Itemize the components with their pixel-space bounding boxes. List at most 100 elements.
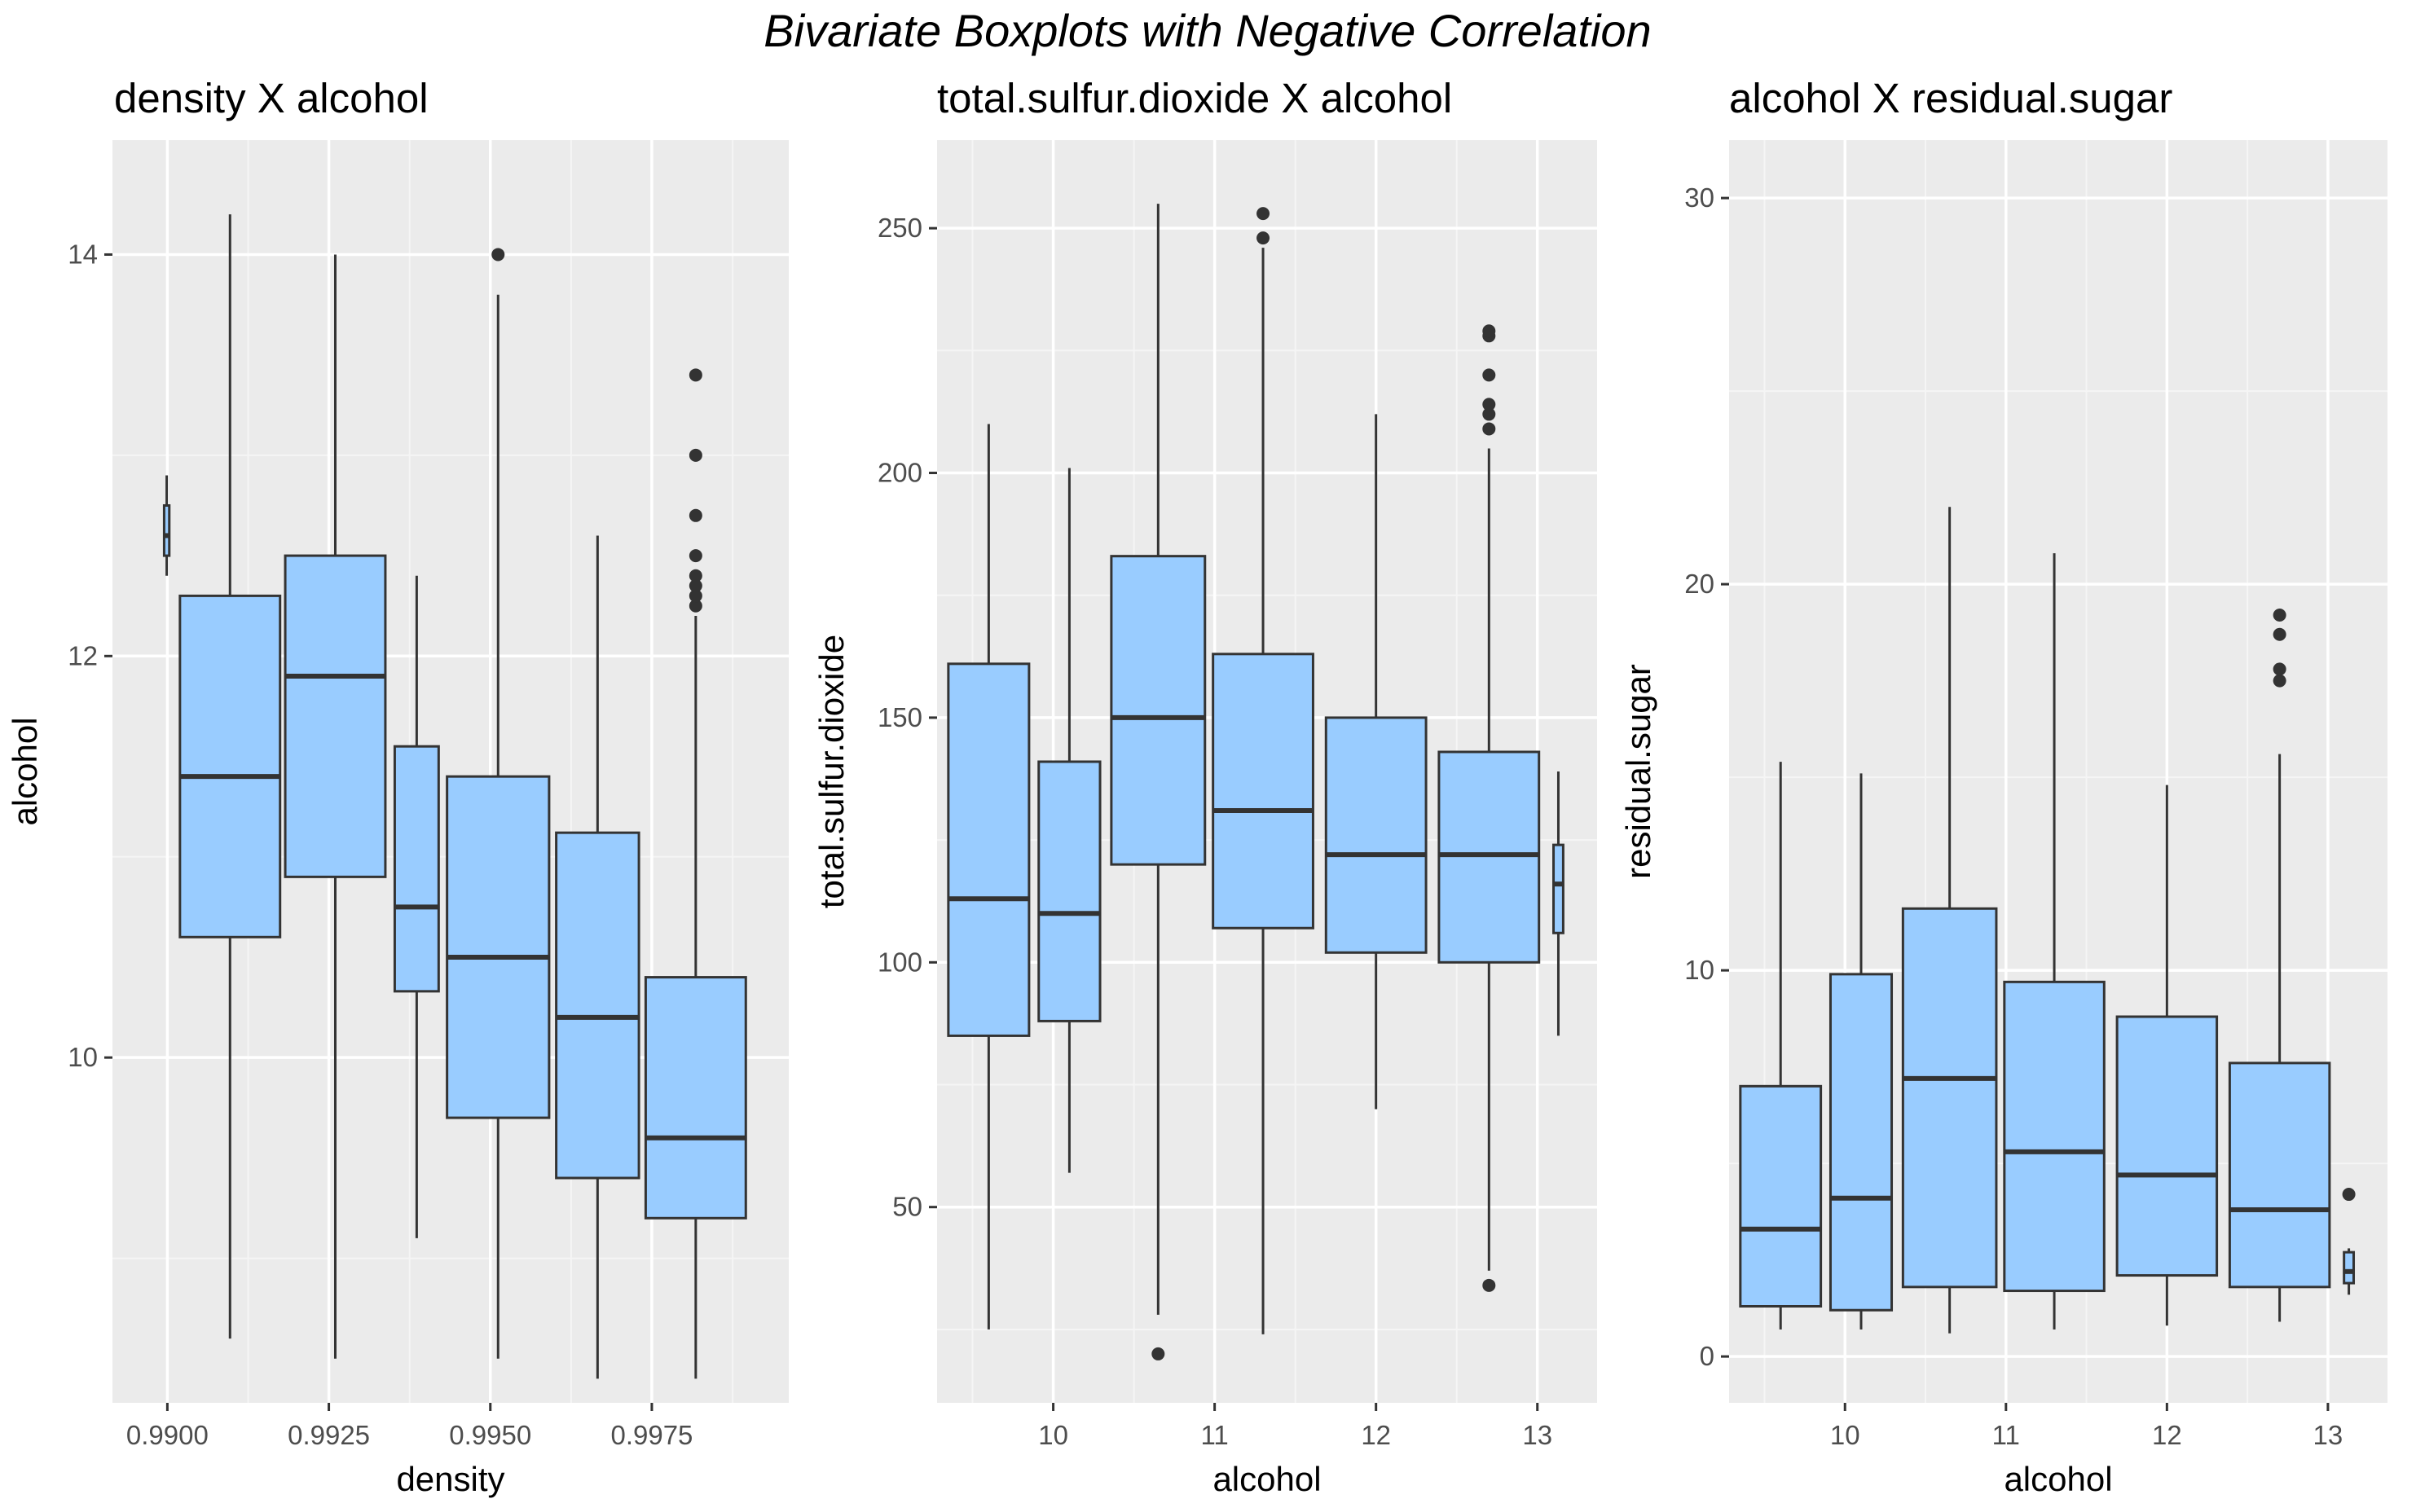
outlier-point — [689, 448, 702, 462]
box-7 — [1552, 771, 1564, 1036]
x-tick-label: 11 — [1992, 1420, 2020, 1450]
outlier-point — [1482, 1278, 1496, 1292]
outlier-point — [1482, 422, 1496, 436]
outlier-point — [689, 508, 702, 522]
x-tick-label: 13 — [1522, 1420, 1552, 1450]
figure-title: Bivariate Boxplots with Negative Correla… — [764, 5, 1651, 56]
panel-1: 10 12 14 0.9900 0.9925 0.9950 0.9975 density X … — [6, 75, 789, 1498]
y-axis-label: total.sulfur.dioxide — [812, 635, 851, 908]
x-tick-label: 10 — [1830, 1420, 1860, 1450]
outlier-point — [1482, 368, 1496, 382]
box-4 — [1212, 207, 1314, 1334]
box-2 — [178, 214, 282, 1339]
box-iqr — [1437, 750, 1541, 964]
box-5 — [446, 248, 551, 1359]
outlier-point — [1256, 231, 1270, 245]
y-axis-label: residual.sugar — [1619, 664, 1657, 879]
x-tick-label: 11 — [1201, 1420, 1229, 1450]
box-iqr — [555, 831, 640, 1180]
box-iqr — [2228, 1061, 2331, 1289]
box-6 — [2228, 609, 2331, 1322]
y-tick-label: 200 — [878, 458, 922, 488]
box-5 — [1324, 414, 1428, 1110]
x-tick-label: 12 — [2152, 1420, 2182, 1450]
outlier-point — [491, 248, 505, 262]
box-7 — [644, 368, 747, 1379]
box-1 — [947, 424, 1031, 1330]
box-iqr — [1739, 1084, 1823, 1308]
y-tick-label: 14 — [68, 239, 98, 269]
box-6 — [1437, 324, 1541, 1292]
outlier-point — [689, 368, 702, 382]
x-tick-label: 13 — [2313, 1420, 2343, 1450]
box-iqr — [2115, 1015, 2219, 1277]
box-iqr — [1901, 907, 1998, 1289]
panel-3: 0 10 20 30 10 11 12 13 alcohol X residual.sugar a… — [1619, 75, 2387, 1498]
box-4 — [393, 575, 440, 1238]
x-tick-label: 10 — [1038, 1420, 1068, 1450]
box-2 — [1829, 773, 1894, 1330]
y-tick-label: 250 — [878, 213, 922, 243]
outlier-point — [1151, 1347, 1165, 1360]
outlier-point — [689, 599, 702, 613]
outlier-point — [1256, 207, 1270, 221]
y-tick-label: 100 — [878, 947, 922, 977]
outlier-point — [689, 579, 702, 593]
box-iqr — [284, 554, 387, 878]
outlier-point — [689, 589, 702, 603]
outlier-point — [2273, 662, 2286, 676]
box-iqr — [446, 775, 551, 1119]
y-axis-label: alcohol — [6, 717, 44, 825]
x-tick-label: 0.9925 — [288, 1420, 370, 1450]
box-iqr — [393, 745, 440, 993]
box-iqr — [644, 976, 747, 1220]
panel-title: total.sulfur.dioxide X alcohol — [937, 75, 1452, 121]
box-5 — [2115, 785, 2219, 1326]
box-iqr — [162, 503, 171, 557]
box-1 — [162, 475, 171, 576]
x-axis-label: alcohol — [1212, 1460, 1321, 1498]
x-axis-label: alcohol — [2004, 1460, 2112, 1498]
x-axis-label: density — [396, 1460, 504, 1498]
box-2 — [1037, 468, 1102, 1173]
box-iqr — [1037, 760, 1102, 1022]
box-iqr — [2343, 1250, 2356, 1285]
y-tick-label: 12 — [68, 640, 98, 670]
box-iqr — [178, 594, 282, 938]
box-iqr — [1829, 973, 1894, 1312]
box-iqr — [947, 662, 1031, 1037]
box-iqr — [1552, 843, 1564, 934]
outlier-point — [2342, 1188, 2356, 1202]
x-tick-label: 0.9975 — [610, 1420, 693, 1450]
box-3 — [1901, 507, 1998, 1334]
outlier-point — [1482, 398, 1496, 411]
box-iqr — [2003, 980, 2106, 1293]
box-3 — [284, 254, 387, 1359]
x-tick-label: 0.9900 — [126, 1420, 209, 1450]
box-iqr — [1110, 555, 1207, 866]
box-6 — [555, 535, 640, 1379]
x-tick-label: 0.9950 — [449, 1420, 531, 1450]
box-1 — [1739, 762, 1823, 1330]
outlier-point — [2273, 674, 2286, 688]
outlier-point — [689, 569, 702, 582]
x-tick-label: 12 — [1361, 1420, 1391, 1450]
y-tick-label: 10 — [68, 1042, 98, 1072]
box-iqr — [1324, 716, 1428, 954]
y-tick-label: 0 — [1700, 1341, 1714, 1371]
y-tick-label: 150 — [878, 702, 922, 732]
box-iqr — [1212, 653, 1314, 930]
panel-2: 50 100 150 200 250 10 11 12 13 total.sulfur.dioxi… — [812, 75, 1597, 1498]
outlier-point — [689, 549, 702, 563]
y-tick-label: 10 — [1684, 955, 1714, 985]
y-tick-label: 30 — [1684, 182, 1714, 213]
outlier-point — [2273, 627, 2286, 641]
panel-title: density X alcohol — [114, 75, 429, 121]
y-tick-label: 50 — [892, 1192, 922, 1222]
box-7 — [2342, 1188, 2356, 1295]
outlier-point — [1482, 324, 1496, 338]
outlier-point — [1482, 407, 1496, 421]
box-4 — [2003, 553, 2106, 1330]
